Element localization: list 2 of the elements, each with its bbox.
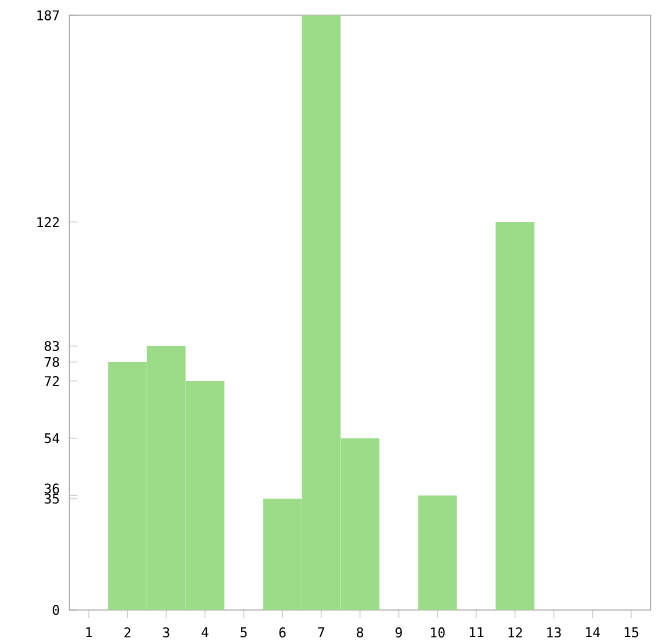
bar [495,222,535,610]
bar [418,495,457,610]
